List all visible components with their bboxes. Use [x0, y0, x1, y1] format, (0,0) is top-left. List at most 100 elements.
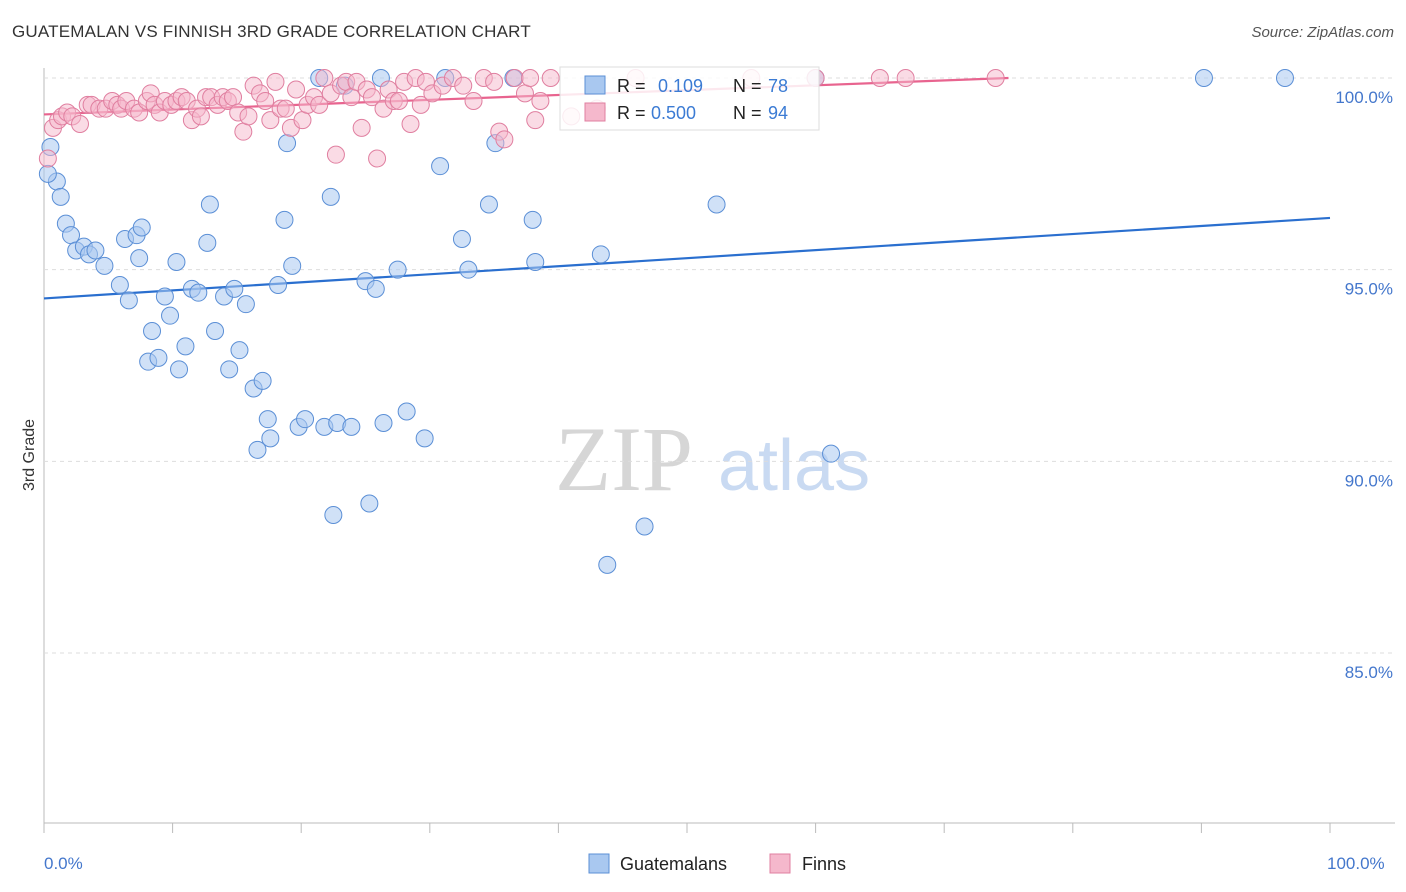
point-finns-91 [870, 69, 889, 87]
point-finns-36 [234, 122, 253, 141]
point-guatemalans-36 [253, 371, 272, 390]
point-finns-81 [515, 84, 534, 103]
point-guatemalans-63 [459, 260, 478, 279]
y-axis-label: 3rd Grade [21, 419, 38, 491]
point-finns-74 [454, 76, 473, 95]
point-finns-61 [368, 149, 387, 168]
point-guatemalans-74 [822, 444, 841, 463]
x-tick-label-max: 100.0% [1327, 854, 1385, 873]
point-finns-93 [986, 69, 1005, 87]
x-ticks [43, 823, 1331, 833]
legend-swatch-finns [584, 102, 606, 122]
point-finns-28 [191, 107, 210, 126]
y-tick-labels: 100.0% 95.0% 90.0% 85.0% [1335, 88, 1393, 682]
point-finns-44 [276, 99, 295, 118]
point-guatemalans-17 [143, 322, 162, 340]
point-guatemalans-68 [526, 253, 545, 271]
point-guatemalans-72 [707, 195, 726, 214]
bottom-legend-swatch-guatemalans [588, 853, 610, 874]
point-guatemalans-25 [189, 283, 208, 302]
point-guatemalans-59 [415, 429, 434, 448]
bottom-legend-label-finns: Finns [802, 854, 846, 874]
point-guatemalans-53 [360, 494, 379, 513]
point-guatemalans-39 [269, 276, 288, 294]
point-finns-92 [896, 69, 915, 87]
point-finns-85 [541, 69, 560, 87]
point-finns-65 [389, 92, 408, 110]
point-guatemalans-37 [258, 410, 277, 429]
point-finns-47 [293, 111, 312, 130]
point-guatemalans-28 [206, 322, 225, 340]
point-finns-83 [526, 111, 545, 130]
point-finns-56 [342, 88, 361, 107]
point-guatemalans-30 [220, 360, 239, 379]
point-finns-42 [266, 72, 285, 91]
point-guatemalans-10 [110, 276, 129, 294]
bottom-legend-swatch-finns [769, 853, 791, 874]
point-guatemalans-27 [200, 195, 219, 214]
point-guatemalans-44 [296, 410, 315, 429]
finns-points [38, 69, 1005, 168]
point-guatemalans-42 [283, 256, 302, 275]
bottom-legend: Guatemalans Finns [588, 853, 846, 874]
point-guatemalans-67 [523, 210, 542, 229]
point-guatemalans-21 [167, 253, 186, 271]
legend-r-value-guatemalans: 0.109 [658, 76, 703, 96]
y-tick-label-95: 95.0% [1345, 280, 1393, 299]
point-guatemalans-47 [321, 187, 340, 206]
point-guatemalans-9 [95, 256, 114, 275]
point-guatemalans-58 [397, 402, 416, 421]
point-finns-79 [495, 130, 514, 149]
stats-legend: R = 0.109 N = 78 R = 0.500 N = 94 [559, 66, 820, 131]
point-guatemalans-14 [130, 249, 149, 268]
point-guatemalans-20 [161, 306, 180, 325]
point-finns-50 [310, 95, 329, 114]
point-finns-69 [411, 95, 430, 114]
point-guatemalans-22 [170, 360, 189, 379]
point-guatemalans-2 [51, 187, 70, 206]
source-label: Source: ZipAtlas.com [1251, 24, 1394, 41]
point-finns-84 [531, 92, 550, 110]
point-finns-75 [464, 92, 483, 110]
point-guatemalans-23 [176, 337, 195, 356]
point-guatemalans-12 [119, 291, 138, 310]
point-guatemalans-40 [275, 210, 294, 229]
point-finns-60 [362, 88, 381, 107]
point-guatemalans-60 [431, 157, 450, 176]
point-finns-0 [38, 149, 57, 168]
point-finns-82 [521, 69, 540, 87]
point-guatemalans-64 [479, 195, 498, 214]
point-finns-34 [224, 88, 243, 107]
y-tick-label-90: 90.0% [1345, 471, 1393, 490]
point-guatemalans-75 [1194, 69, 1213, 87]
point-guatemalans-15 [132, 218, 151, 237]
point-guatemalans-62 [452, 230, 471, 248]
point-finns-53 [326, 145, 345, 164]
point-guatemalans-48 [324, 506, 343, 524]
point-guatemalans-26 [198, 233, 217, 252]
legend-swatch-guatemalans [584, 75, 606, 95]
bottom-legend-label-guatemalans: Guatemalans [620, 854, 727, 874]
grid-lines [44, 77, 1395, 654]
point-guatemalans-41 [278, 134, 297, 153]
point-guatemalans-8 [86, 241, 105, 260]
point-finns-41 [261, 111, 280, 130]
watermark-atlas: atlas [718, 426, 870, 506]
point-guatemalans-56 [374, 414, 393, 432]
point-guatemalans-35 [248, 440, 267, 459]
point-guatemalans-33 [236, 295, 255, 314]
y-tick-label-85: 85.0% [1345, 663, 1393, 682]
point-finns-80 [505, 69, 524, 87]
legend-n-value-finns: 94 [768, 103, 788, 123]
x-tick-label-min: 0.0% [44, 854, 83, 873]
chart-title: GUATEMALAN VS FINNISH 3RD GRADE CORRELAT… [12, 22, 531, 41]
legend-n-value-guatemalans: 78 [768, 76, 788, 96]
point-finns-67 [401, 115, 420, 133]
point-guatemalans-54 [366, 279, 385, 298]
point-guatemalans-70 [598, 555, 617, 574]
point-finns-58 [352, 118, 371, 137]
point-guatemalans-69 [591, 245, 610, 264]
point-guatemalans-19 [155, 287, 174, 306]
point-finns-77 [485, 72, 504, 91]
